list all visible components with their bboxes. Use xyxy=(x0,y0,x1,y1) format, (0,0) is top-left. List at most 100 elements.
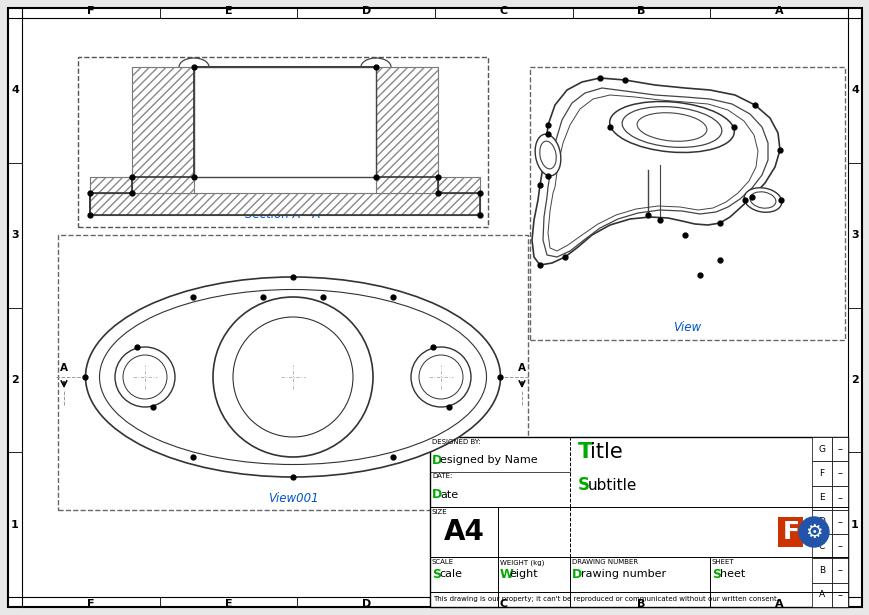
Text: DRAWING NUMBER: DRAWING NUMBER xyxy=(571,559,637,565)
Text: B: B xyxy=(637,6,645,16)
Text: WEIGHT (kg): WEIGHT (kg) xyxy=(500,559,544,566)
Bar xyxy=(811,583,831,607)
Text: esigned by Name: esigned by Name xyxy=(440,455,537,465)
Bar xyxy=(831,558,847,583)
Polygon shape xyxy=(194,67,375,177)
Text: C: C xyxy=(499,599,507,609)
Text: –: – xyxy=(837,517,841,527)
Polygon shape xyxy=(90,67,480,215)
Circle shape xyxy=(233,317,353,437)
Text: D: D xyxy=(818,517,825,526)
Text: ate: ate xyxy=(440,490,458,500)
Text: C: C xyxy=(499,6,507,16)
Bar xyxy=(58,235,527,510)
Text: D: D xyxy=(432,488,441,501)
Text: D: D xyxy=(362,6,370,16)
Text: B: B xyxy=(637,599,645,609)
Ellipse shape xyxy=(621,106,721,148)
Text: W: W xyxy=(500,568,514,581)
Text: B: B xyxy=(818,566,824,575)
Bar xyxy=(831,583,847,607)
Text: A: A xyxy=(60,363,68,373)
Text: D: D xyxy=(432,453,441,467)
Text: eight: eight xyxy=(508,569,537,579)
Text: 3: 3 xyxy=(11,230,19,240)
Bar xyxy=(429,437,847,607)
Ellipse shape xyxy=(749,192,775,208)
Text: cale: cale xyxy=(439,569,461,579)
Text: 2: 2 xyxy=(11,375,19,385)
Bar xyxy=(811,486,831,510)
Text: –: – xyxy=(837,493,841,502)
Text: 3: 3 xyxy=(850,230,858,240)
Bar xyxy=(777,517,802,547)
Text: S: S xyxy=(711,568,720,581)
Text: ubtitle: ubtitle xyxy=(587,477,637,493)
Text: D: D xyxy=(362,599,370,609)
Text: E: E xyxy=(819,493,824,502)
Text: A: A xyxy=(818,590,824,600)
Text: rawing number: rawing number xyxy=(580,569,666,579)
Bar xyxy=(90,193,480,215)
Bar xyxy=(132,67,194,193)
Bar xyxy=(811,558,831,583)
Text: F: F xyxy=(87,599,95,609)
Circle shape xyxy=(419,355,462,399)
Text: SHEET: SHEET xyxy=(711,559,733,565)
Text: A: A xyxy=(774,6,783,16)
Text: SIZE: SIZE xyxy=(432,509,448,515)
Bar xyxy=(437,177,480,193)
Text: 4: 4 xyxy=(11,85,19,95)
Text: T: T xyxy=(577,442,593,462)
Text: 4: 4 xyxy=(850,85,858,95)
Bar xyxy=(811,510,831,534)
Text: –: – xyxy=(837,541,841,551)
Text: 1: 1 xyxy=(850,520,858,530)
Bar xyxy=(90,177,132,193)
Bar xyxy=(831,437,847,461)
Ellipse shape xyxy=(609,101,733,153)
Text: DATE:: DATE: xyxy=(432,473,452,479)
Text: –: – xyxy=(837,444,841,454)
Bar xyxy=(811,534,831,558)
Circle shape xyxy=(115,347,175,407)
Bar xyxy=(529,67,844,340)
Text: SCALE: SCALE xyxy=(432,559,454,565)
Bar xyxy=(831,510,847,534)
Ellipse shape xyxy=(636,113,706,141)
Bar xyxy=(831,461,847,486)
Text: S: S xyxy=(577,476,589,494)
Text: E: E xyxy=(224,599,232,609)
Text: A: A xyxy=(517,363,526,373)
Bar xyxy=(132,67,194,193)
Text: F: F xyxy=(87,6,95,16)
Text: DESIGNED BY:: DESIGNED BY: xyxy=(432,439,480,445)
Text: –: – xyxy=(837,590,841,600)
Bar xyxy=(90,177,132,193)
Text: itle: itle xyxy=(589,442,622,462)
Bar xyxy=(375,67,437,193)
Text: C: C xyxy=(818,542,824,551)
Text: 2: 2 xyxy=(850,375,858,385)
Text: This drawing is our property; it can't be reproduced or communicated without our: This drawing is our property; it can't b… xyxy=(433,596,778,602)
Circle shape xyxy=(123,355,167,399)
Text: S: S xyxy=(432,568,441,581)
Circle shape xyxy=(213,297,373,457)
Text: E: E xyxy=(224,6,232,16)
Bar xyxy=(811,437,831,461)
Bar xyxy=(194,67,375,177)
Ellipse shape xyxy=(99,290,486,464)
Polygon shape xyxy=(531,78,779,265)
Bar xyxy=(811,461,831,486)
Text: F: F xyxy=(819,469,824,478)
Ellipse shape xyxy=(534,134,561,176)
Circle shape xyxy=(410,347,470,407)
Text: –: – xyxy=(837,469,841,478)
Text: 1: 1 xyxy=(11,520,19,530)
Text: –: – xyxy=(837,566,841,576)
Bar xyxy=(831,486,847,510)
Ellipse shape xyxy=(743,188,781,212)
Bar xyxy=(831,534,847,558)
Text: heet: heet xyxy=(720,569,745,579)
Circle shape xyxy=(798,517,828,547)
